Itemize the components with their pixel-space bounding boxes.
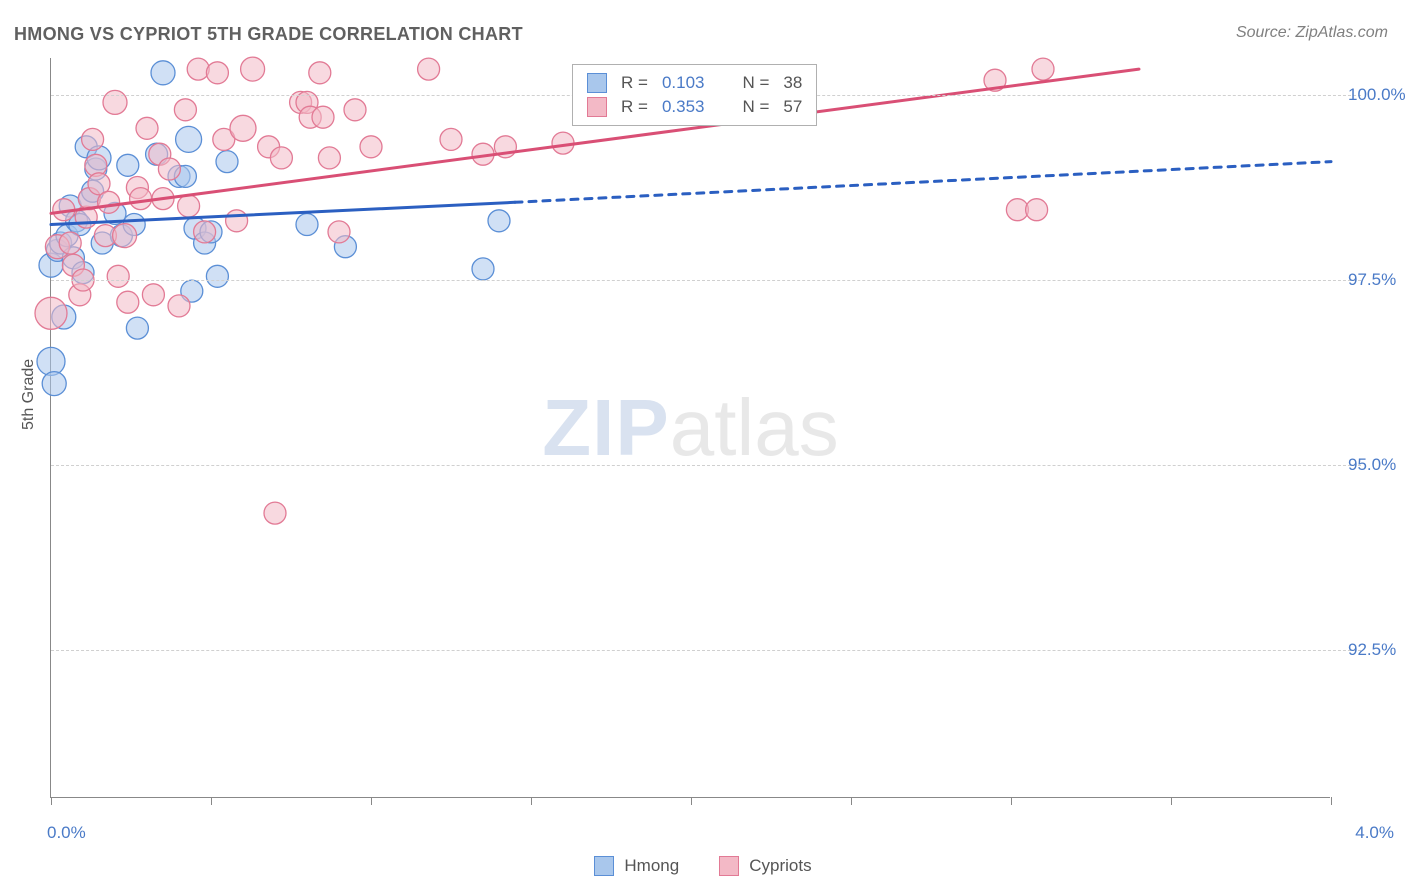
scatter-point-hmong[interactable] — [117, 154, 139, 176]
legend-swatch — [594, 856, 614, 876]
legend-item[interactable]: Cypriots — [719, 856, 811, 876]
legend-n-value: 57 — [783, 97, 802, 117]
legend-r-label: R = — [621, 73, 648, 93]
scatter-point-cypriots[interactable] — [174, 99, 196, 121]
x-tick — [51, 797, 52, 805]
scatter-point-cypriots[interactable] — [82, 128, 104, 150]
grid-line — [51, 465, 1361, 466]
scatter-point-cypriots[interactable] — [103, 90, 127, 114]
legend-r-label: R = — [621, 97, 648, 117]
scatter-point-cypriots[interactable] — [312, 106, 334, 128]
scatter-point-cypriots[interactable] — [309, 62, 331, 84]
scatter-point-cypriots[interactable] — [328, 221, 350, 243]
legend-swatch — [719, 856, 739, 876]
legend-swatch — [587, 97, 607, 117]
x-tick — [851, 797, 852, 805]
x-tick — [1011, 797, 1012, 805]
y-axis-label: 5th Grade — [20, 359, 38, 430]
y-tick-label: 97.5% — [1348, 270, 1396, 290]
grid-line — [51, 280, 1361, 281]
x-tick — [211, 797, 212, 805]
scatter-point-cypriots[interactable] — [130, 188, 152, 210]
chart-svg — [51, 58, 1330, 797]
x-tick — [371, 797, 372, 805]
legend-stats: R = 0.103 N = 38 R = 0.353 N = 57 — [572, 64, 817, 126]
scatter-point-cypriots[interactable] — [107, 265, 129, 287]
scatter-point-hmong[interactable] — [176, 126, 202, 152]
grid-line — [51, 650, 1361, 651]
scatter-point-hmong[interactable] — [472, 258, 494, 280]
x-max-label: 4.0% — [1355, 823, 1394, 843]
x-tick — [531, 797, 532, 805]
scatter-point-cypriots[interactable] — [168, 295, 190, 317]
scatter-point-cypriots[interactable] — [360, 136, 382, 158]
scatter-point-hmong[interactable] — [126, 317, 148, 339]
x-tick — [691, 797, 692, 805]
legend-item[interactable]: Hmong — [594, 856, 679, 876]
chart-title: HMONG VS CYPRIOT 5TH GRADE CORRELATION C… — [14, 24, 523, 45]
scatter-point-cypriots[interactable] — [187, 58, 209, 80]
scatter-point-cypriots[interactable] — [1026, 199, 1048, 221]
scatter-point-cypriots[interactable] — [35, 297, 67, 329]
scatter-point-hmong[interactable] — [296, 214, 318, 236]
scatter-point-cypriots[interactable] — [113, 224, 137, 248]
y-tick-label: 92.5% — [1348, 640, 1396, 660]
legend-label: Hmong — [624, 856, 679, 876]
legend-r-value: 0.353 — [662, 97, 705, 117]
scatter-point-cypriots[interactable] — [136, 117, 158, 139]
plot-area: ZIPatlas 0.0%4.0% — [50, 58, 1330, 798]
scatter-point-cypriots[interactable] — [178, 195, 200, 217]
scatter-point-hmong[interactable] — [37, 347, 65, 375]
legend-stats-row: R = 0.103 N = 38 — [587, 71, 802, 95]
source-credit: Source: ZipAtlas.com — [1236, 24, 1388, 42]
scatter-point-cypriots[interactable] — [440, 128, 462, 150]
scatter-point-cypriots[interactable] — [226, 210, 248, 232]
x-min-label: 0.0% — [47, 823, 86, 843]
scatter-point-cypriots[interactable] — [206, 62, 228, 84]
x-tick — [1331, 797, 1332, 805]
scatter-point-cypriots[interactable] — [230, 115, 256, 141]
scatter-point-cypriots[interactable] — [158, 158, 180, 180]
scatter-point-cypriots[interactable] — [59, 232, 81, 254]
scatter-point-hmong[interactable] — [488, 210, 510, 232]
trendline-hmong-dashed — [515, 162, 1331, 203]
legend-n-label: N = — [742, 73, 769, 93]
legend-n-label: N = — [742, 97, 769, 117]
scatter-point-cypriots[interactable] — [264, 502, 286, 524]
scatter-point-cypriots[interactable] — [241, 57, 265, 81]
legend-label: Cypriots — [749, 856, 811, 876]
x-tick — [1171, 797, 1172, 805]
scatter-point-hmong[interactable] — [42, 372, 66, 396]
scatter-point-cypriots[interactable] — [98, 191, 120, 213]
scatter-point-cypriots[interactable] — [1032, 58, 1054, 80]
legend-n-value: 38 — [783, 73, 802, 93]
scatter-point-cypriots[interactable] — [194, 221, 216, 243]
legend-series: Hmong Cypriots — [0, 856, 1406, 876]
scatter-point-cypriots[interactable] — [270, 147, 292, 169]
scatter-point-hmong[interactable] — [151, 61, 175, 85]
scatter-point-cypriots[interactable] — [418, 58, 440, 80]
legend-r-value: 0.103 — [662, 73, 705, 93]
legend-swatch — [587, 73, 607, 93]
scatter-point-cypriots[interactable] — [344, 99, 366, 121]
scatter-point-hmong[interactable] — [216, 151, 238, 173]
legend-stats-row: R = 0.353 N = 57 — [587, 95, 802, 119]
scatter-point-cypriots[interactable] — [142, 284, 164, 306]
y-tick-label: 95.0% — [1348, 455, 1396, 475]
scatter-point-cypriots[interactable] — [318, 147, 340, 169]
scatter-point-cypriots[interactable] — [117, 291, 139, 313]
chart-container: HMONG VS CYPRIOT 5TH GRADE CORRELATION C… — [0, 0, 1406, 892]
scatter-point-hmong[interactable] — [206, 265, 228, 287]
y-tick-label: 100.0% — [1348, 85, 1406, 105]
